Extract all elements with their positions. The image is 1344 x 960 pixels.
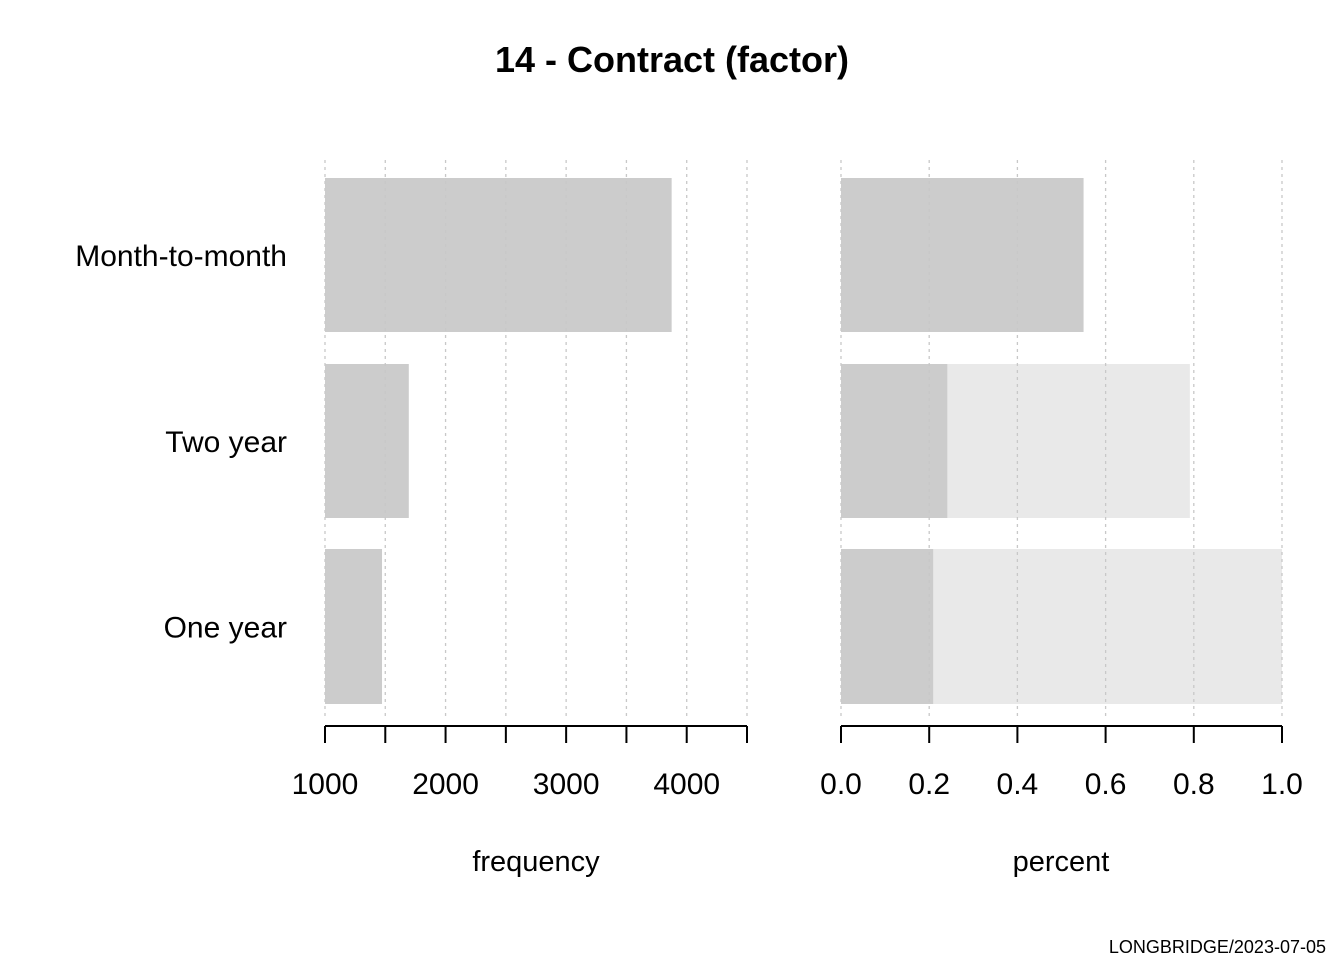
percent-tick-label: 1.0 [1261, 768, 1303, 801]
percent-tick-label: 0.0 [820, 768, 862, 801]
percent-tick-label: 0.6 [1085, 768, 1127, 801]
percent-bar-month-to-month [841, 178, 1084, 332]
category-label-month-to-month: Month-to-month [75, 240, 287, 273]
category-label-two-year: Two year [165, 426, 287, 459]
percent-bar-two-year [841, 364, 948, 518]
frequency-tick-label: 2000 [412, 768, 479, 801]
percent-tick-label: 0.2 [908, 768, 950, 801]
percent-tick-label: 0.8 [1173, 768, 1215, 801]
frequency-bar-two-year [325, 364, 409, 518]
frequency-bar-month-to-month [325, 178, 672, 332]
percent-axis-label: percent [1013, 846, 1110, 878]
percent-tick-label: 0.4 [997, 768, 1039, 801]
percent-bar-one-year [841, 549, 934, 704]
frequency-panel: 1000 2000 3000 4000 [292, 160, 748, 801]
footer-credit: LONGBRIDGE/2023-07-05 [1109, 937, 1326, 957]
chart-title: 14 - Contract (factor) [495, 39, 849, 80]
frequency-bar-one-year [325, 549, 383, 704]
frequency-tick-label: 3000 [533, 768, 600, 801]
frequency-tick-label: 4000 [653, 768, 720, 801]
category-labels: Month-to-month Two year One year [75, 240, 287, 645]
category-label-one-year: One year [164, 612, 287, 645]
frequency-tick-label: 1000 [292, 768, 359, 801]
percent-panel: 0.0 0.2 0.4 0.6 0.8 1.0 [820, 160, 1303, 801]
frequency-axis-label: frequency [472, 846, 600, 878]
